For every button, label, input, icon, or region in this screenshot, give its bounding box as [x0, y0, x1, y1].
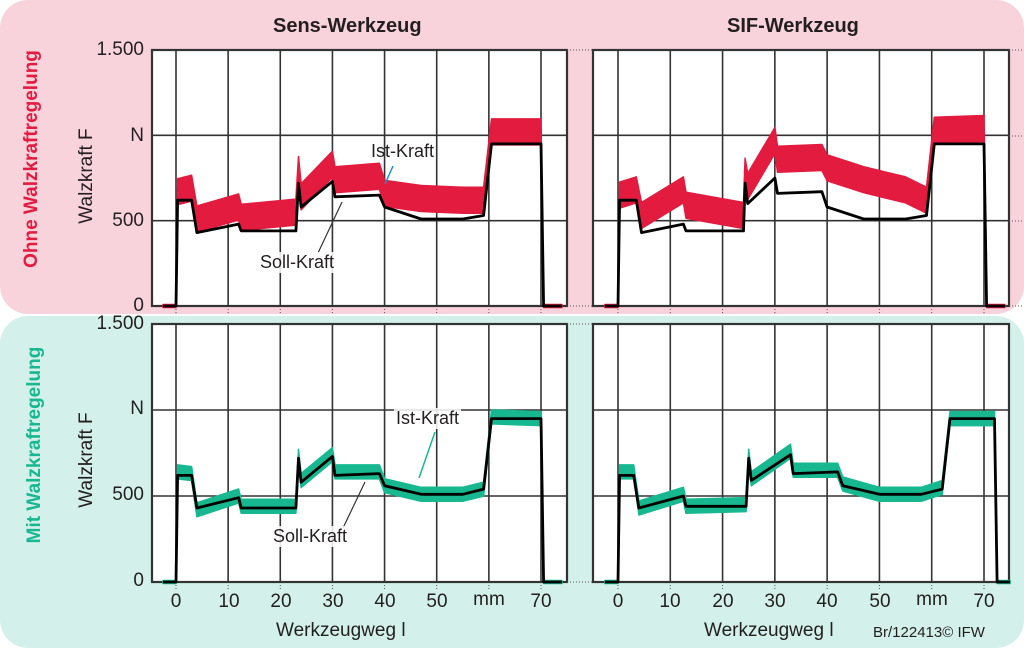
x-axis-title-left: Werkzeugweg l: [276, 620, 406, 641]
credit: Br/122413© IFW: [873, 624, 985, 641]
annotation-soll-bottom: Soll-Kraft: [271, 526, 350, 547]
leader-ist-bottom: [418, 431, 436, 479]
plot-area: [593, 324, 1009, 582]
y-tick: N: [130, 398, 144, 419]
annotation-soll-top: Soll-Kraft: [258, 252, 337, 273]
y-tick: 500: [112, 210, 144, 231]
x-tick: 0: [170, 591, 182, 612]
x-tick: 40: [374, 591, 396, 612]
x-tick: 40: [816, 591, 838, 612]
x-tick: 30: [764, 591, 786, 612]
y-tick: 1.500: [96, 313, 144, 334]
x-tick: 70: [530, 591, 552, 612]
x-axis-title-right: Werkzeugweg l: [704, 620, 834, 641]
column-title-sif: SIF-Werkzeug: [727, 15, 859, 37]
plot-area: [152, 324, 567, 582]
soll-kraft-line: [604, 142, 1005, 308]
plot-frame: [150, 322, 569, 584]
leader-soll-bottom: [342, 481, 366, 529]
y-tick: 500: [112, 484, 144, 505]
column-title-sens: Sens-Werkzeug: [273, 15, 422, 37]
x-tick: 20: [712, 591, 734, 612]
leader-ist-top: [384, 165, 394, 185]
annotation-ist-top: Ist-Kraft: [371, 141, 435, 161]
soll-kraft-line: [604, 417, 1011, 584]
x-tick: 50: [869, 591, 891, 612]
annotation-ist-bottom: Ist-Kraft: [394, 408, 462, 429]
x-tick: 30: [322, 591, 344, 612]
x-tick: 0: [612, 591, 624, 612]
x-tick: 50: [426, 591, 448, 612]
plot-frame: [591, 322, 1011, 584]
soll-kraft-line: [163, 417, 562, 584]
x-tick: mm: [916, 589, 948, 610]
plot-frame: [591, 48, 1011, 308]
x-tick: 10: [218, 591, 240, 612]
leader-soll-top: [317, 201, 343, 254]
x-tick: mm: [473, 589, 505, 610]
y-tick: N: [130, 125, 144, 146]
y-tick: 0: [133, 295, 144, 316]
plot-frame: [150, 48, 569, 308]
y-tick: 1.500: [96, 39, 144, 60]
x-tick: 70: [973, 591, 995, 612]
plot-area: [593, 50, 1009, 306]
soll-kraft-line: [163, 142, 562, 308]
x-tick: 20: [270, 591, 292, 612]
y-tick: 0: [133, 570, 144, 591]
x-tick: 10: [659, 591, 681, 612]
